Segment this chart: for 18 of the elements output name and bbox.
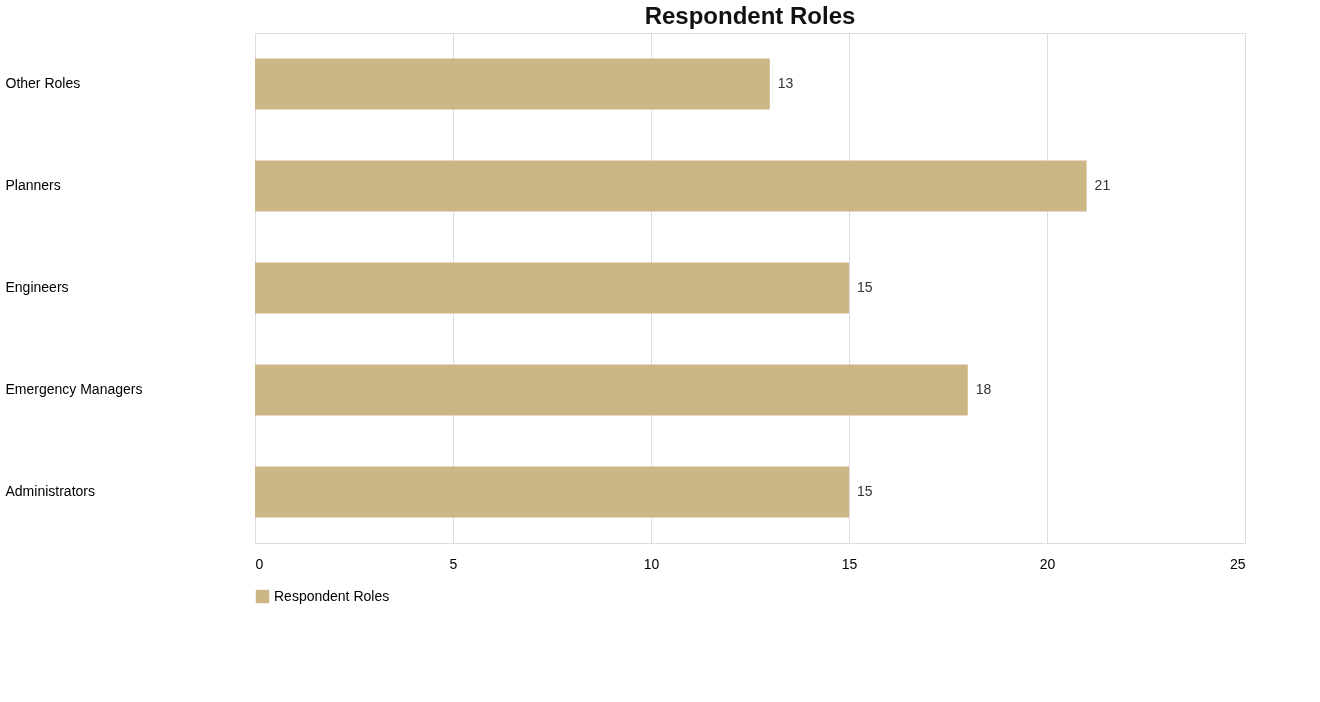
y-tick-label: Emergency Managers	[5, 381, 143, 397]
x-tick-label: 0	[255, 555, 264, 572]
y-tick-label: Engineers	[5, 279, 69, 295]
data-label: 21	[1094, 177, 1111, 193]
y-tick-label: Administrators	[5, 483, 95, 499]
data-label: 15	[857, 279, 873, 295]
chart-title: Respondent Roles	[644, 2, 856, 29]
data-label: 15	[857, 483, 873, 499]
x-tick-label: 10	[643, 555, 660, 572]
legend-label: Respondent Roles	[274, 587, 390, 604]
data-label: 18	[975, 381, 992, 397]
x-tick-label: 5	[449, 555, 458, 572]
x-tick-label: 20	[1039, 555, 1056, 572]
x-tick-label: 15	[841, 555, 858, 572]
y-tick-label: Other Roles	[5, 75, 81, 91]
x-tick-label: 25	[1229, 555, 1246, 572]
data-label: 13	[777, 75, 794, 91]
y-tick-label: Planners	[5, 177, 61, 193]
